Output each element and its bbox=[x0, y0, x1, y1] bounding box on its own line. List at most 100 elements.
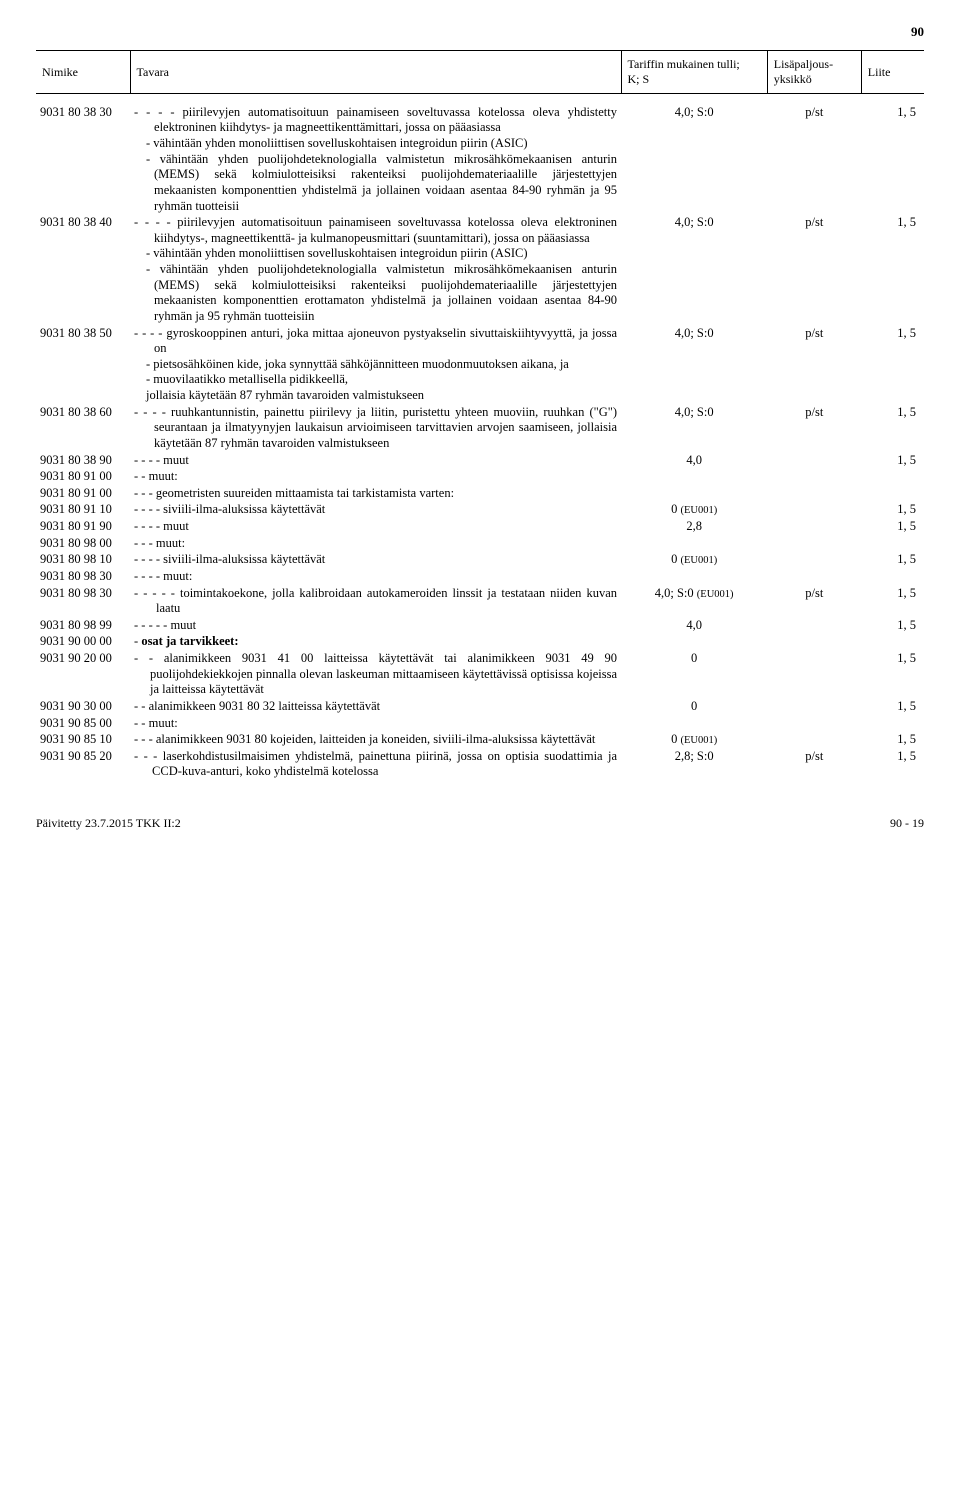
liite-cell: 1, 5 bbox=[861, 748, 924, 780]
code-cell: 9031 80 98 30 bbox=[36, 585, 130, 617]
yksikko-cell: p/st bbox=[767, 214, 861, 324]
tavara-cell: - - - - muut: bbox=[130, 568, 621, 585]
tavara-cell: - - alanimikkeen 9031 80 32 laitteissa k… bbox=[130, 698, 621, 715]
table-row: 9031 80 38 50- - - - gyroskooppinen antu… bbox=[36, 325, 924, 404]
code-cell: 9031 80 98 10 bbox=[36, 551, 130, 568]
tavara-text: - osat ja tarvikkeet: bbox=[134, 634, 617, 650]
tavara-cell: - - - laserkohdistusilmaisimen yhdistelm… bbox=[130, 748, 621, 780]
yksikko-cell bbox=[767, 468, 861, 485]
liite-cell: 1, 5 bbox=[861, 104, 924, 214]
yksikko-cell: p/st bbox=[767, 325, 861, 404]
code-cell: 9031 80 91 10 bbox=[36, 501, 130, 518]
tavara-cell: - - - - muut bbox=[130, 452, 621, 469]
header-liite: Liite bbox=[861, 51, 924, 94]
tavara-text: - - - - muut: bbox=[134, 569, 617, 585]
footer-right: 90 - 19 bbox=[890, 816, 924, 831]
tariffi-cell bbox=[621, 715, 767, 732]
tavara-subline: - vähintään yhden puolijohdeteknologiall… bbox=[134, 152, 617, 215]
tariffi-cell: 0 (EU001) bbox=[621, 731, 767, 748]
footer-left: Päivitetty 23.7.2015 TKK II:2 bbox=[36, 816, 181, 831]
yksikko-cell bbox=[767, 633, 861, 650]
header-yksikko: Lisäpaljous- yksikkö bbox=[767, 51, 861, 94]
tariffi-cell: 4,0; S:0 (EU001) bbox=[621, 585, 767, 617]
tavara-text: - - - - - toimintakoekone, jolla kalibro… bbox=[134, 586, 617, 617]
tariffi-cell: 2,8 bbox=[621, 518, 767, 535]
code-cell: 9031 80 38 60 bbox=[36, 404, 130, 452]
tavara-cell: - - - - siviili-ilma-aluksissa käytettäv… bbox=[130, 501, 621, 518]
table-row: 9031 80 98 30- - - - - toimintakoekone, … bbox=[36, 585, 924, 617]
table-row: 9031 80 98 10- - - - siviili-ilma-aluksi… bbox=[36, 551, 924, 568]
tavara-subline: - vähintään yhden monoliittisen sovellus… bbox=[134, 136, 617, 152]
tariff-table: Nimike Tavara Tariffin mukainen tulli; K… bbox=[36, 50, 924, 780]
yksikko-cell bbox=[767, 715, 861, 732]
liite-cell: 1, 5 bbox=[861, 617, 924, 634]
tariffi-cell: 4,0 bbox=[621, 452, 767, 469]
liite-cell: 1, 5 bbox=[861, 452, 924, 469]
tariffi-cell: 4,0; S:0 bbox=[621, 104, 767, 214]
table-row: 9031 90 85 00- - muut: bbox=[36, 715, 924, 732]
tavara-cell: - osat ja tarvikkeet: bbox=[130, 633, 621, 650]
tavara-subline: - muovilaatikko metallisella pidikkeellä… bbox=[134, 372, 617, 388]
table-row: 9031 80 91 90- - - - muut2,81, 5 bbox=[36, 518, 924, 535]
table-row: 9031 80 91 10- - - - siviili-ilma-aluksi… bbox=[36, 501, 924, 518]
liite-cell bbox=[861, 485, 924, 502]
tariffi-cell: 2,8; S:0 bbox=[621, 748, 767, 780]
table-row: 9031 90 85 20- - - laserkohdistusilmaisi… bbox=[36, 748, 924, 780]
tariffi-cell: 0 (EU001) bbox=[621, 501, 767, 518]
table-row: 9031 80 98 00- - - muut: bbox=[36, 535, 924, 552]
tavara-cell: - - - alanimikkeen 9031 80 kojeiden, lai… bbox=[130, 731, 621, 748]
tavara-cell: - - - - siviili-ilma-aluksissa käytettäv… bbox=[130, 551, 621, 568]
code-cell: 9031 80 38 40 bbox=[36, 214, 130, 324]
tavara-text: - - - - ruuhkantunnistin, painettu piiri… bbox=[134, 405, 617, 452]
tavara-text: - - - muut: bbox=[134, 536, 617, 552]
tavara-subline: - pietsosähköinen kide, joka synnyttää s… bbox=[134, 357, 617, 373]
tavara-text: - - - - muut bbox=[134, 519, 617, 535]
liite-cell bbox=[861, 568, 924, 585]
code-cell: 9031 80 38 90 bbox=[36, 452, 130, 469]
code-cell: 9031 90 85 10 bbox=[36, 731, 130, 748]
header-nimike: Nimike bbox=[36, 51, 130, 94]
tavara-text: - - - geometristen suureiden mittaamista… bbox=[134, 486, 617, 502]
yksikko-cell bbox=[767, 568, 861, 585]
table-row: 9031 80 38 30- - - - piirilevyjen automa… bbox=[36, 104, 924, 214]
liite-cell: 1, 5 bbox=[861, 731, 924, 748]
liite-cell bbox=[861, 468, 924, 485]
tavara-cell: - - - - piirilevyjen automatisoituun pai… bbox=[130, 104, 621, 214]
tariffi-cell: 0 bbox=[621, 650, 767, 698]
table-row: 9031 80 91 00- - muut: bbox=[36, 468, 924, 485]
tariffi-cell: 4,0; S:0 bbox=[621, 404, 767, 452]
tariffi-cell: 0 (EU001) bbox=[621, 551, 767, 568]
liite-cell: 1, 5 bbox=[861, 585, 924, 617]
code-cell: 9031 80 91 00 bbox=[36, 485, 130, 502]
table-row: 9031 80 38 60- - - - ruuhkantunnistin, p… bbox=[36, 404, 924, 452]
tavara-cell: - - - muut: bbox=[130, 535, 621, 552]
yksikko-cell bbox=[767, 650, 861, 698]
tavara-text: - - - - siviili-ilma-aluksissa käytettäv… bbox=[134, 502, 617, 518]
tavara-subline: - vähintään yhden puolijohdeteknologiall… bbox=[134, 262, 617, 325]
table-row: 9031 80 38 40- - - - piirilevyjen automa… bbox=[36, 214, 924, 324]
tariffi-cell bbox=[621, 633, 767, 650]
code-cell: 9031 80 38 30 bbox=[36, 104, 130, 214]
code-cell: 9031 80 91 00 bbox=[36, 468, 130, 485]
liite-cell: 1, 5 bbox=[861, 551, 924, 568]
liite-cell: 1, 5 bbox=[861, 404, 924, 452]
tavara-cell: - - muut: bbox=[130, 468, 621, 485]
page-number-top: 90 bbox=[36, 24, 924, 40]
tariffi-cell bbox=[621, 568, 767, 585]
tavara-text: - - - - - muut bbox=[134, 618, 617, 634]
tavara-text: - - - - piirilevyjen automatisoituun pai… bbox=[134, 105, 617, 136]
tavara-text: - - muut: bbox=[134, 469, 617, 485]
liite-cell: 1, 5 bbox=[861, 650, 924, 698]
table-row: 9031 80 38 90- - - - muut4,0 1, 5 bbox=[36, 452, 924, 469]
tavara-text: - - alanimikkeen 9031 41 00 laitteissa k… bbox=[134, 651, 617, 698]
yksikko-cell: p/st bbox=[767, 104, 861, 214]
yksikko-cell bbox=[767, 731, 861, 748]
table-row: 9031 80 98 30- - - - muut: bbox=[36, 568, 924, 585]
tavara-cell: - - - - - muut bbox=[130, 617, 621, 634]
tavara-cell: - - - - ruuhkantunnistin, painettu piiri… bbox=[130, 404, 621, 452]
tavara-cell: - - alanimikkeen 9031 41 00 laitteissa k… bbox=[130, 650, 621, 698]
code-cell: 9031 80 98 00 bbox=[36, 535, 130, 552]
yksikko-cell bbox=[767, 452, 861, 469]
yksikko-cell: p/st bbox=[767, 585, 861, 617]
tavara-text: - - alanimikkeen 9031 80 32 laitteissa k… bbox=[134, 699, 617, 715]
